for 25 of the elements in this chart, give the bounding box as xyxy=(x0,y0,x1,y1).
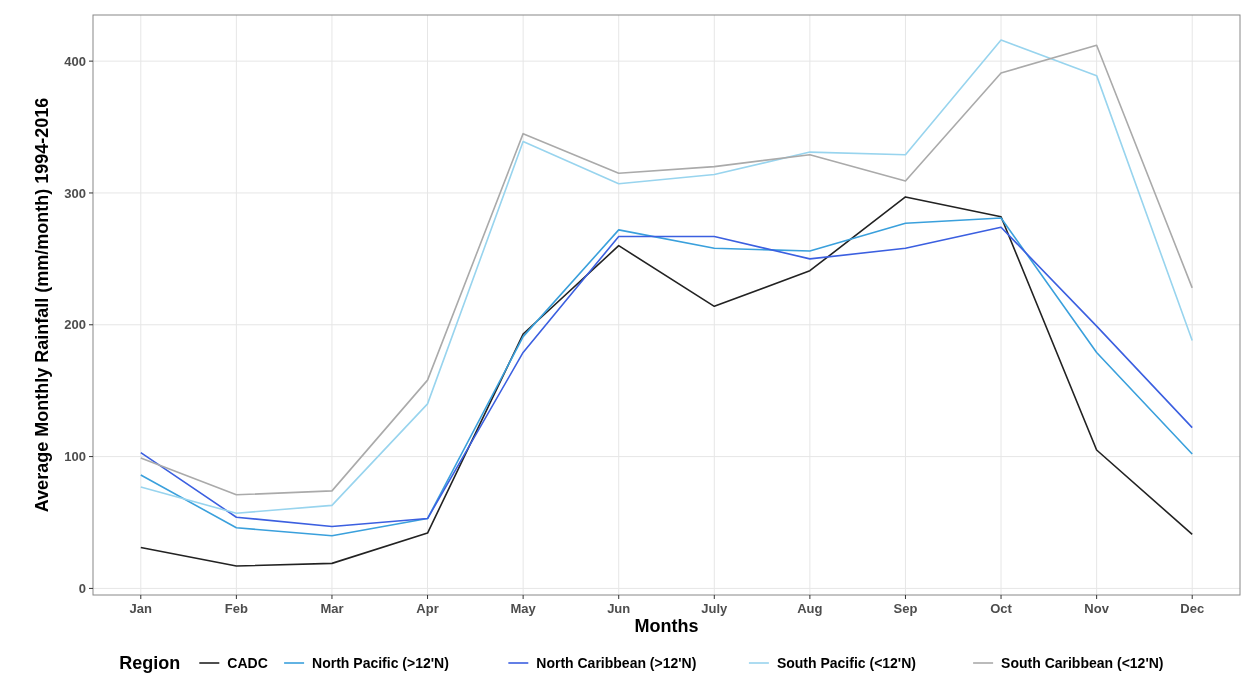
y-tick-label: 400 xyxy=(64,53,86,69)
x-tick-label: Sep xyxy=(893,601,918,616)
x-tick-label: July xyxy=(701,601,729,616)
x-tick-label: Apr xyxy=(416,601,439,616)
legend-label: North Caribbean (>12'N) xyxy=(536,654,697,671)
y-tick-label: 100 xyxy=(64,449,86,465)
x-tick-label: Dec xyxy=(1180,601,1205,616)
x-tick-label: Feb xyxy=(224,601,248,616)
x-tick-label: Jan xyxy=(129,601,153,616)
y-tick-label: 0 xyxy=(78,580,86,596)
x-tick-label: Aug xyxy=(797,601,823,616)
x-tick-label: May xyxy=(510,601,537,616)
y-axis-title: Average Monthly Rainfall (mm/month) 1994-2016 xyxy=(32,97,52,513)
legend-title: Region xyxy=(119,653,181,674)
y-tick-label: 300 xyxy=(64,185,86,201)
legend-label: North Pacific (>12'N) xyxy=(312,654,449,671)
x-tick-label: Nov xyxy=(1084,601,1110,616)
legend-label: CADC xyxy=(227,654,268,671)
y-tick-label: 200 xyxy=(64,317,86,333)
x-tick-label: Jun xyxy=(607,601,631,616)
x-axis-title: Months xyxy=(634,616,699,636)
x-tick-label: Mar xyxy=(320,601,344,616)
legend-label: South Caribbean (<12'N) xyxy=(1001,654,1164,671)
x-tick-label: Oct xyxy=(990,601,1013,616)
legend-label: South Pacific (<12'N) xyxy=(776,654,916,671)
